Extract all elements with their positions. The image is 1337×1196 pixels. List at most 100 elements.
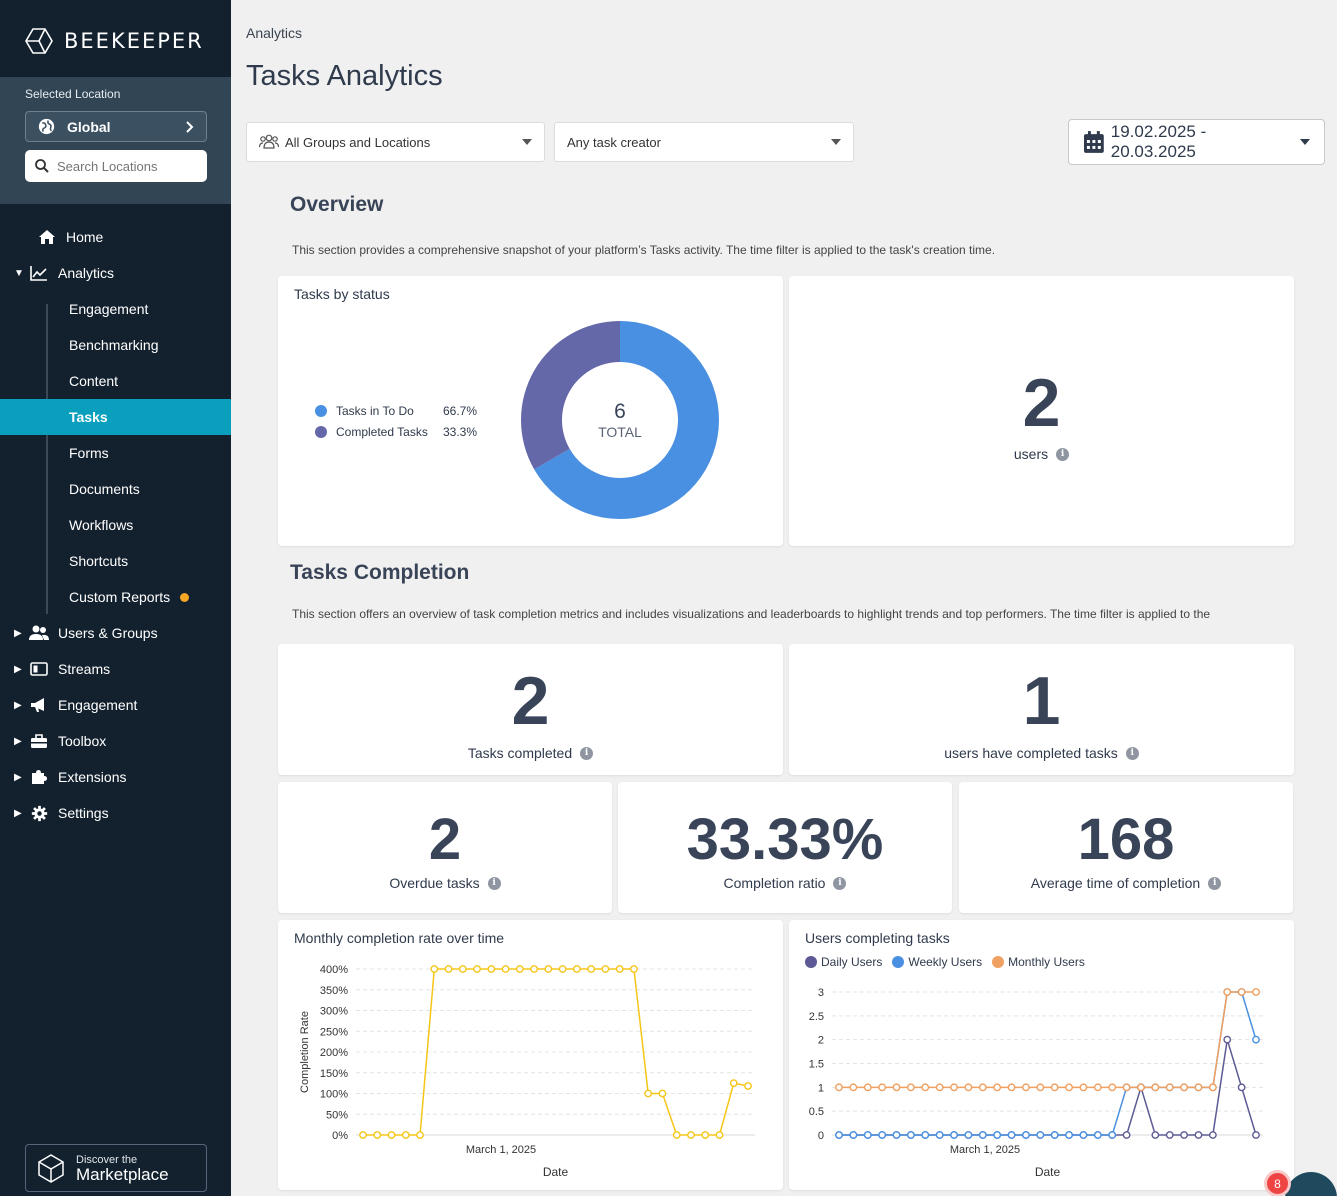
legend-item[interactable]: Daily Users bbox=[805, 955, 882, 969]
data-point[interactable] bbox=[950, 1083, 958, 1092]
data-point[interactable] bbox=[1050, 1083, 1059, 1092]
data-point[interactable] bbox=[964, 1083, 973, 1092]
groups-filter-dropdown[interactable]: All Groups and Locations bbox=[246, 122, 545, 162]
data-point[interactable] bbox=[1194, 1083, 1203, 1092]
data-point[interactable] bbox=[572, 965, 581, 973]
nav-analytics-custom-reports[interactable]: Custom Reports bbox=[0, 579, 231, 615]
data-point[interactable] bbox=[835, 1131, 843, 1139]
data-point[interactable] bbox=[1065, 1083, 1073, 1092]
data-point[interactable] bbox=[615, 965, 624, 973]
nav-analytics-workflows[interactable]: Workflows bbox=[0, 507, 231, 543]
data-point[interactable] bbox=[444, 965, 453, 973]
nav-streams[interactable]: ▶ Streams bbox=[0, 651, 231, 687]
data-point[interactable] bbox=[892, 1083, 901, 1092]
data-point[interactable] bbox=[587, 965, 596, 973]
data-point[interactable] bbox=[701, 1131, 710, 1139]
data-point[interactable] bbox=[892, 1131, 901, 1139]
data-point[interactable] bbox=[473, 965, 481, 973]
nav-analytics-tasks[interactable]: Tasks bbox=[0, 399, 231, 435]
data-point[interactable] bbox=[863, 1083, 872, 1092]
data-point[interactable] bbox=[401, 1131, 410, 1139]
data-point[interactable] bbox=[487, 965, 496, 973]
data-point[interactable] bbox=[1065, 1131, 1073, 1139]
data-point[interactable] bbox=[373, 1131, 382, 1139]
legend-item[interactable]: Monthly Users bbox=[992, 955, 1085, 969]
data-point[interactable] bbox=[601, 965, 610, 973]
location-selector-button[interactable]: Global bbox=[25, 111, 207, 142]
creator-filter-dropdown[interactable]: Any task creator bbox=[554, 122, 854, 162]
data-point[interactable] bbox=[835, 1083, 843, 1092]
data-point[interactable] bbox=[863, 1131, 872, 1139]
data-point[interactable] bbox=[1165, 1131, 1174, 1139]
data-point[interactable] bbox=[1007, 1131, 1016, 1139]
data-point[interactable] bbox=[729, 1079, 738, 1088]
data-point[interactable] bbox=[1180, 1083, 1189, 1092]
data-point[interactable] bbox=[672, 1131, 681, 1139]
data-point[interactable] bbox=[501, 965, 510, 973]
data-point[interactable] bbox=[1223, 1035, 1232, 1044]
nav-users-groups[interactable]: ▶ Users & Groups bbox=[0, 615, 231, 651]
info-icon[interactable]: i bbox=[1208, 876, 1222, 890]
data-point[interactable] bbox=[359, 1131, 367, 1139]
data-point[interactable] bbox=[906, 1131, 915, 1139]
data-point[interactable] bbox=[1036, 1083, 1045, 1092]
data-point[interactable] bbox=[630, 965, 638, 973]
data-point[interactable] bbox=[1007, 1083, 1016, 1092]
data-point[interactable] bbox=[744, 1082, 752, 1090]
info-icon[interactable]: i bbox=[580, 746, 594, 760]
data-point[interactable] bbox=[644, 1089, 653, 1098]
data-point[interactable] bbox=[964, 1131, 973, 1139]
data-point[interactable] bbox=[1022, 1083, 1030, 1092]
data-point[interactable] bbox=[993, 1083, 1002, 1092]
info-icon[interactable]: i bbox=[1056, 447, 1070, 461]
nav-analytics-documents[interactable]: Documents bbox=[0, 471, 231, 507]
data-point[interactable] bbox=[1036, 1131, 1045, 1139]
nav-home[interactable]: Home bbox=[0, 219, 231, 255]
data-point[interactable] bbox=[1151, 1083, 1160, 1092]
brand-logo[interactable]: BEEKEEPER bbox=[24, 26, 204, 56]
data-point[interactable] bbox=[1165, 1083, 1174, 1092]
data-point[interactable] bbox=[715, 1131, 724, 1139]
data-point[interactable] bbox=[921, 1131, 930, 1139]
legend-item[interactable]: Tasks in To Do 66.7% bbox=[315, 400, 477, 421]
info-icon[interactable]: i bbox=[487, 876, 501, 890]
data-point[interactable] bbox=[978, 1083, 987, 1092]
data-point[interactable] bbox=[515, 965, 524, 973]
series-line[interactable] bbox=[839, 991, 1257, 1136]
nav-extensions[interactable]: ▶ Extensions bbox=[0, 759, 231, 795]
data-point[interactable] bbox=[849, 1083, 858, 1092]
data-point[interactable] bbox=[950, 1131, 958, 1139]
nav-toolbox[interactable]: ▶ Toolbox bbox=[0, 723, 231, 759]
data-point[interactable] bbox=[1122, 1083, 1131, 1092]
data-point[interactable] bbox=[544, 965, 553, 973]
data-point[interactable] bbox=[993, 1131, 1002, 1139]
data-point[interactable] bbox=[1237, 988, 1246, 996]
marketplace-button[interactable]: Discover the Marketplace bbox=[25, 1144, 207, 1192]
donut-slice[interactable] bbox=[521, 321, 620, 470]
data-point[interactable] bbox=[1208, 1083, 1217, 1092]
data-point[interactable] bbox=[1050, 1131, 1059, 1139]
data-point[interactable] bbox=[1208, 1131, 1217, 1139]
data-point[interactable] bbox=[1237, 1083, 1246, 1092]
nav-analytics-engagement[interactable]: Engagement bbox=[0, 291, 231, 327]
data-point[interactable] bbox=[1108, 1083, 1117, 1092]
data-point[interactable] bbox=[978, 1131, 987, 1139]
nav-analytics-shortcuts[interactable]: Shortcuts bbox=[0, 543, 231, 579]
data-point[interactable] bbox=[935, 1083, 944, 1092]
data-point[interactable] bbox=[1093, 1131, 1102, 1139]
data-point[interactable] bbox=[1079, 1131, 1088, 1139]
data-point[interactable] bbox=[1180, 1131, 1189, 1139]
data-point[interactable] bbox=[1137, 1083, 1145, 1092]
data-point[interactable] bbox=[1223, 988, 1232, 996]
date-range-picker[interactable]: 19.02.2025 - 20.03.2025 bbox=[1068, 119, 1325, 165]
data-point[interactable] bbox=[1194, 1131, 1203, 1139]
data-point[interactable] bbox=[1093, 1083, 1102, 1092]
legend-item[interactable]: Completed Tasks 33.3% bbox=[315, 421, 477, 442]
data-point[interactable] bbox=[416, 1131, 424, 1139]
series-line[interactable] bbox=[363, 968, 749, 1136]
breadcrumb[interactable]: Analytics bbox=[246, 25, 303, 41]
data-point[interactable] bbox=[1022, 1131, 1030, 1139]
data-point[interactable] bbox=[1108, 1131, 1117, 1139]
data-point[interactable] bbox=[935, 1131, 944, 1139]
data-point[interactable] bbox=[921, 1083, 930, 1092]
